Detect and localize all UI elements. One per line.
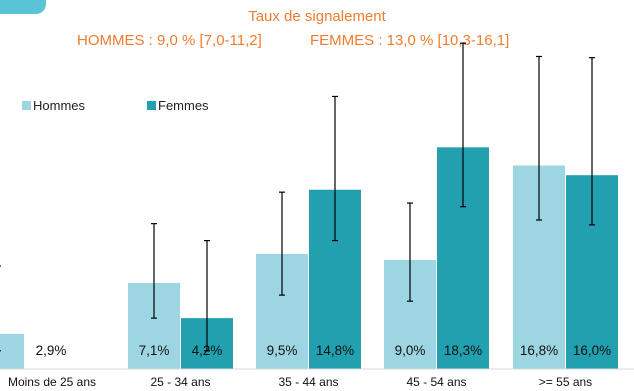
x-tick-label-3: 45 - 54 ans xyxy=(406,375,466,389)
legend-swatch-hommes xyxy=(22,101,31,110)
x-tick-label-4: >= 55 ans xyxy=(539,375,592,389)
data-label-hommes-3: 9,0% xyxy=(395,343,426,358)
legend-label-femmes: Femmes xyxy=(158,98,209,113)
data-label-femmes-0: 2,9% xyxy=(36,343,67,358)
chart-subtitle-hommes: HOMMES : 9,0 % [7,0-11,2] xyxy=(77,32,262,49)
data-label-hommes-2: 9,5% xyxy=(267,343,298,358)
x-tick-label-1: 25 - 34 ans xyxy=(150,375,210,389)
chart-subtitle-femmes: FEMMES : 13,0 % [10,3-16,1] xyxy=(310,32,509,49)
bar-hommes-0 xyxy=(0,333,24,369)
data-label-femmes-2: 14,8% xyxy=(316,343,354,358)
data-label-hommes-1: 7,1% xyxy=(139,343,170,358)
data-label-femmes-1: 4,2% xyxy=(192,343,223,358)
data-label-femmes-4: 16,0% xyxy=(573,343,611,358)
chart-title: Taux de signalement xyxy=(248,8,386,25)
x-tick-label-0: Moins de 25 ans xyxy=(8,375,96,389)
data-label-hommes-4: 16,8% xyxy=(520,343,558,358)
legend-swatch-femmes xyxy=(147,101,156,110)
data-label-femmes-3: 18,3% xyxy=(444,343,482,358)
x-tick-label-2: 35 - 44 ans xyxy=(278,375,338,389)
legend-label-hommes: Hommes xyxy=(33,98,86,113)
corner-decoration xyxy=(0,0,46,14)
